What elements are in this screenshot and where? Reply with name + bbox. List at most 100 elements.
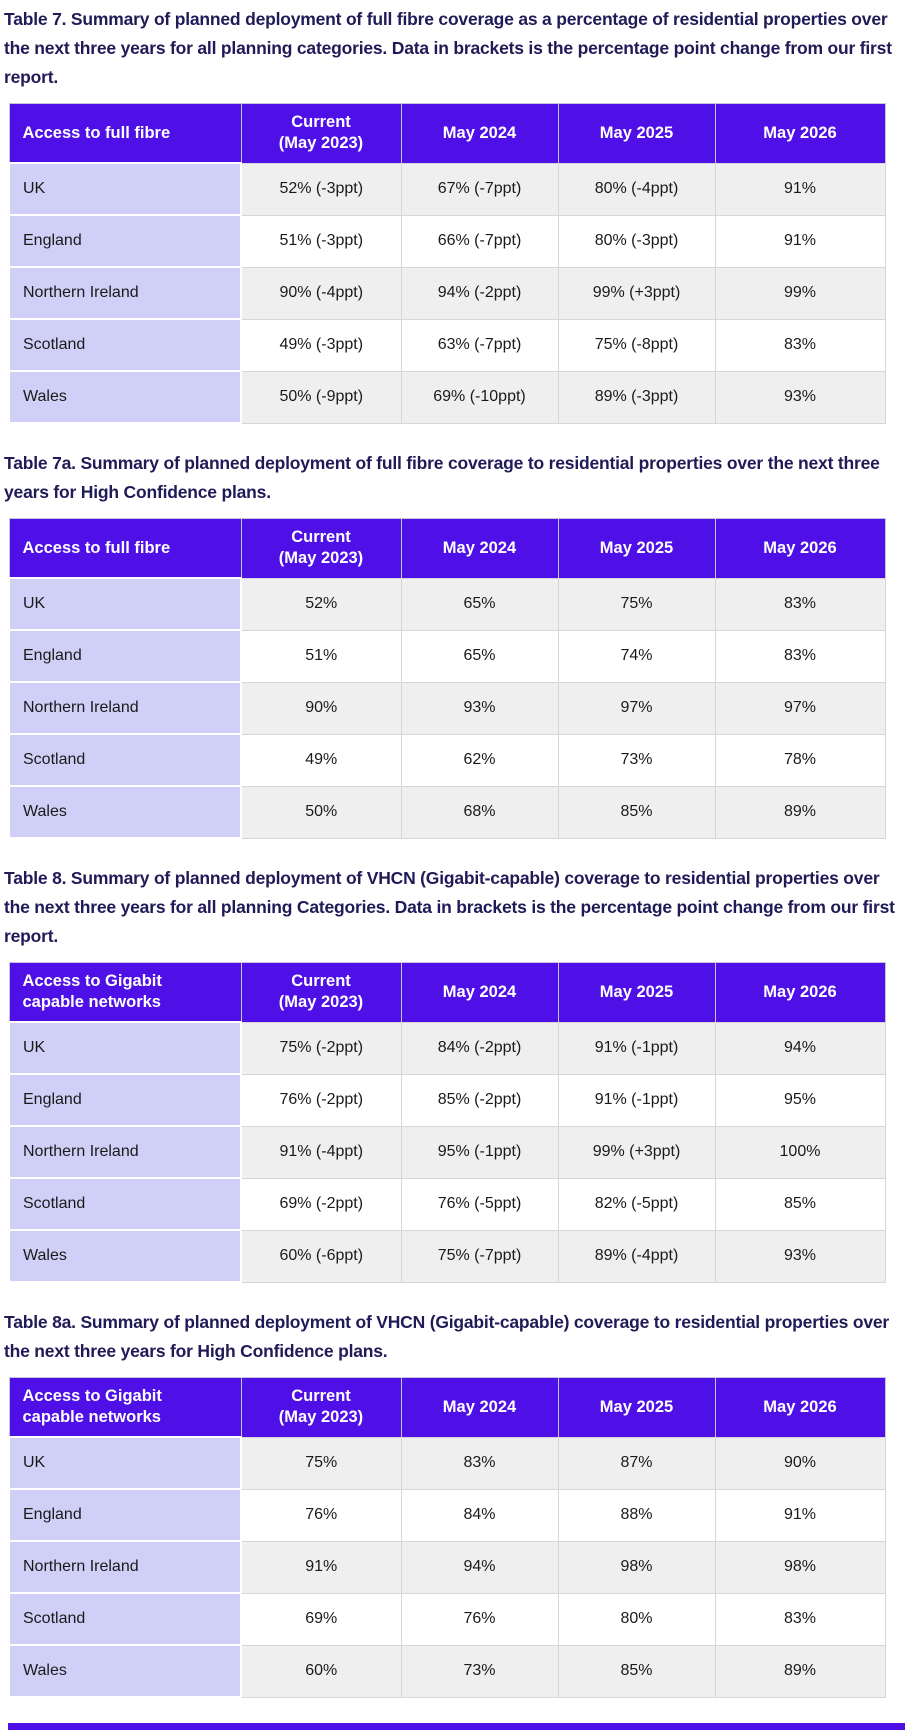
coverage-value-cell: 78% [714,733,886,787]
period-column-header: Current (May 2023) [240,518,402,579]
region-cell: Northern Ireland [8,1540,242,1594]
table-row: Scotland 49% 62% 73% 78% [8,733,886,787]
row-label-column-header: Access to Gigabit capable networks [8,1377,242,1438]
table-row: England 76% (-2ppt) 85% (-2ppt) 91% (-1ppt)… [8,1073,886,1127]
period-column-header: May 2024 [400,103,559,164]
coverage-value-cell: 100% [714,1125,886,1179]
coverage-value-cell: 97% [557,681,716,735]
row-label-column-header: Access to full fibre [8,103,242,164]
table8a-caption: Table 8a. Summary of planned deployment … [4,1312,889,1361]
table8-section: Table 8. Summary of planned deployment o… [4,864,899,1283]
row-label-column-header: Access to Gigabit capable networks [8,962,242,1023]
coverage-value-cell: 50% [240,785,402,839]
table-row: Scotland 49% (-3ppt) 63% (-7ppt) 75% (-8ppt… [8,318,886,372]
table7-full-fibre-all-plans: Access to full fibre Current (May 2023) Ma… [8,103,886,424]
coverage-value-cell: 95% [714,1073,886,1127]
coverage-value-cell: 75% (-7ppt) [400,1229,559,1283]
region-cell: Scotland [8,1592,242,1646]
coverage-value-cell: 51% [240,629,402,683]
coverage-value-cell: 69% (-2ppt) [240,1177,402,1231]
table-row: UK 75% (-2ppt) 84% (-2ppt) 91% (-1ppt) 94% [8,1021,886,1075]
coverage-value-cell: 89% (-3ppt) [557,370,716,424]
region-cell: UK [8,1021,242,1075]
coverage-value-cell: 60% (-6ppt) [240,1229,402,1283]
coverage-value-cell: 76% [240,1488,402,1542]
coverage-value-cell: 93% [714,370,886,424]
header-row: Access to full fibre Current (May 2023) Ma… [8,518,886,579]
region-cell: UK [8,577,242,631]
coverage-value-cell: 80% (-3ppt) [557,214,716,268]
coverage-value-cell: 91% [714,162,886,216]
period-column-header: May 2026 [714,962,886,1023]
period-column-header: May 2026 [714,1377,886,1438]
table8-caption: Table 8. Summary of planned deployment o… [4,868,895,946]
period-column-header: May 2024 [400,1377,559,1438]
coverage-value-cell: 99% (+3ppt) [557,1125,716,1179]
coverage-value-cell: 91% [714,1488,886,1542]
coverage-value-cell: 75% (-2ppt) [240,1021,402,1075]
coverage-value-cell: 90% (-4ppt) [240,266,402,320]
row-label-column-header: Access to full fibre [8,518,242,579]
coverage-value-cell: 87% [557,1436,716,1490]
period-column-header: May 2025 [557,962,716,1023]
coverage-value-cell: 69% (-10ppt) [400,370,559,424]
coverage-value-cell: 85% [557,785,716,839]
coverage-value-cell: 98% [714,1540,886,1594]
coverage-value-cell: 93% [714,1229,886,1283]
coverage-value-cell: 82% (-5ppt) [557,1177,716,1231]
table-row: Northern Ireland 91% 94% 98% 98% [8,1540,886,1594]
coverage-value-cell: 85% [714,1177,886,1231]
table-row: England 51% 65% 74% 83% [8,629,886,683]
region-cell: Northern Ireland [8,681,242,735]
coverage-value-cell: 69% [240,1592,402,1646]
coverage-value-cell: 98% [557,1540,716,1594]
table-row: Northern Ireland 90% (-4ppt) 94% (-2ppt) 99… [8,266,886,320]
coverage-value-cell: 62% [400,733,559,787]
coverage-value-cell: 90% [714,1436,886,1490]
period-column-header: May 2026 [714,518,886,579]
coverage-value-cell: 76% [400,1592,559,1646]
table-row: Northern Ireland 90% 93% 97% 97% [8,681,886,735]
period-column-header: May 2026 [714,103,886,164]
coverage-value-cell: 91% [714,214,886,268]
table8a-vhcn-high-confidence: Access to Gigabit capable networks Curren… [8,1377,886,1698]
coverage-value-cell: 75% [557,577,716,631]
coverage-value-cell: 85% [557,1644,716,1698]
region-cell: Wales [8,1229,242,1283]
period-column-header: May 2024 [400,962,559,1023]
region-cell: Northern Ireland [8,1125,242,1179]
region-cell: Scotland [8,1177,242,1231]
table-row: Wales 50% 68% 85% 89% [8,785,886,839]
region-cell: England [8,1488,242,1542]
coverage-value-cell: 50% (-9ppt) [240,370,402,424]
coverage-value-cell: 90% [240,681,402,735]
coverage-value-cell: 85% (-2ppt) [400,1073,559,1127]
period-column-header: Current (May 2023) [240,962,402,1023]
table8-vhcn-all-plans: Access to Gigabit capable networks Curren… [8,962,886,1283]
region-cell: Wales [8,785,242,839]
region-cell: England [8,214,242,268]
coverage-value-cell: 83% [714,629,886,683]
coverage-value-cell: 89% (-4ppt) [557,1229,716,1283]
coverage-value-cell: 99% (+3ppt) [557,266,716,320]
coverage-value-cell: 51% (-3ppt) [240,214,402,268]
coverage-value-cell: 84% (-2ppt) [400,1021,559,1075]
region-cell: Scotland [8,318,242,372]
period-column-header: May 2025 [557,103,716,164]
coverage-value-cell: 91% (-1ppt) [557,1021,716,1075]
period-column-header: Current (May 2023) [240,103,402,164]
table-row: UK 52% 65% 75% 83% [8,577,886,631]
coverage-value-cell: 65% [400,629,559,683]
coverage-value-cell: 73% [400,1644,559,1698]
region-cell: Wales [8,370,242,424]
table-row: UK 52% (-3ppt) 67% (-7ppt) 80% (-4ppt) 91% [8,162,886,216]
coverage-value-cell: 60% [240,1644,402,1698]
header-row: Access to Gigabit capable networks Curren… [8,962,886,1023]
period-column-header: May 2024 [400,518,559,579]
coverage-value-cell: 76% (-5ppt) [400,1177,559,1231]
coverage-value-cell: 75% [240,1436,402,1490]
table7a-section: Table 7a. Summary of planned deployment … [4,449,899,839]
coverage-value-cell: 91% [240,1540,402,1594]
coverage-value-cell: 63% (-7ppt) [400,318,559,372]
